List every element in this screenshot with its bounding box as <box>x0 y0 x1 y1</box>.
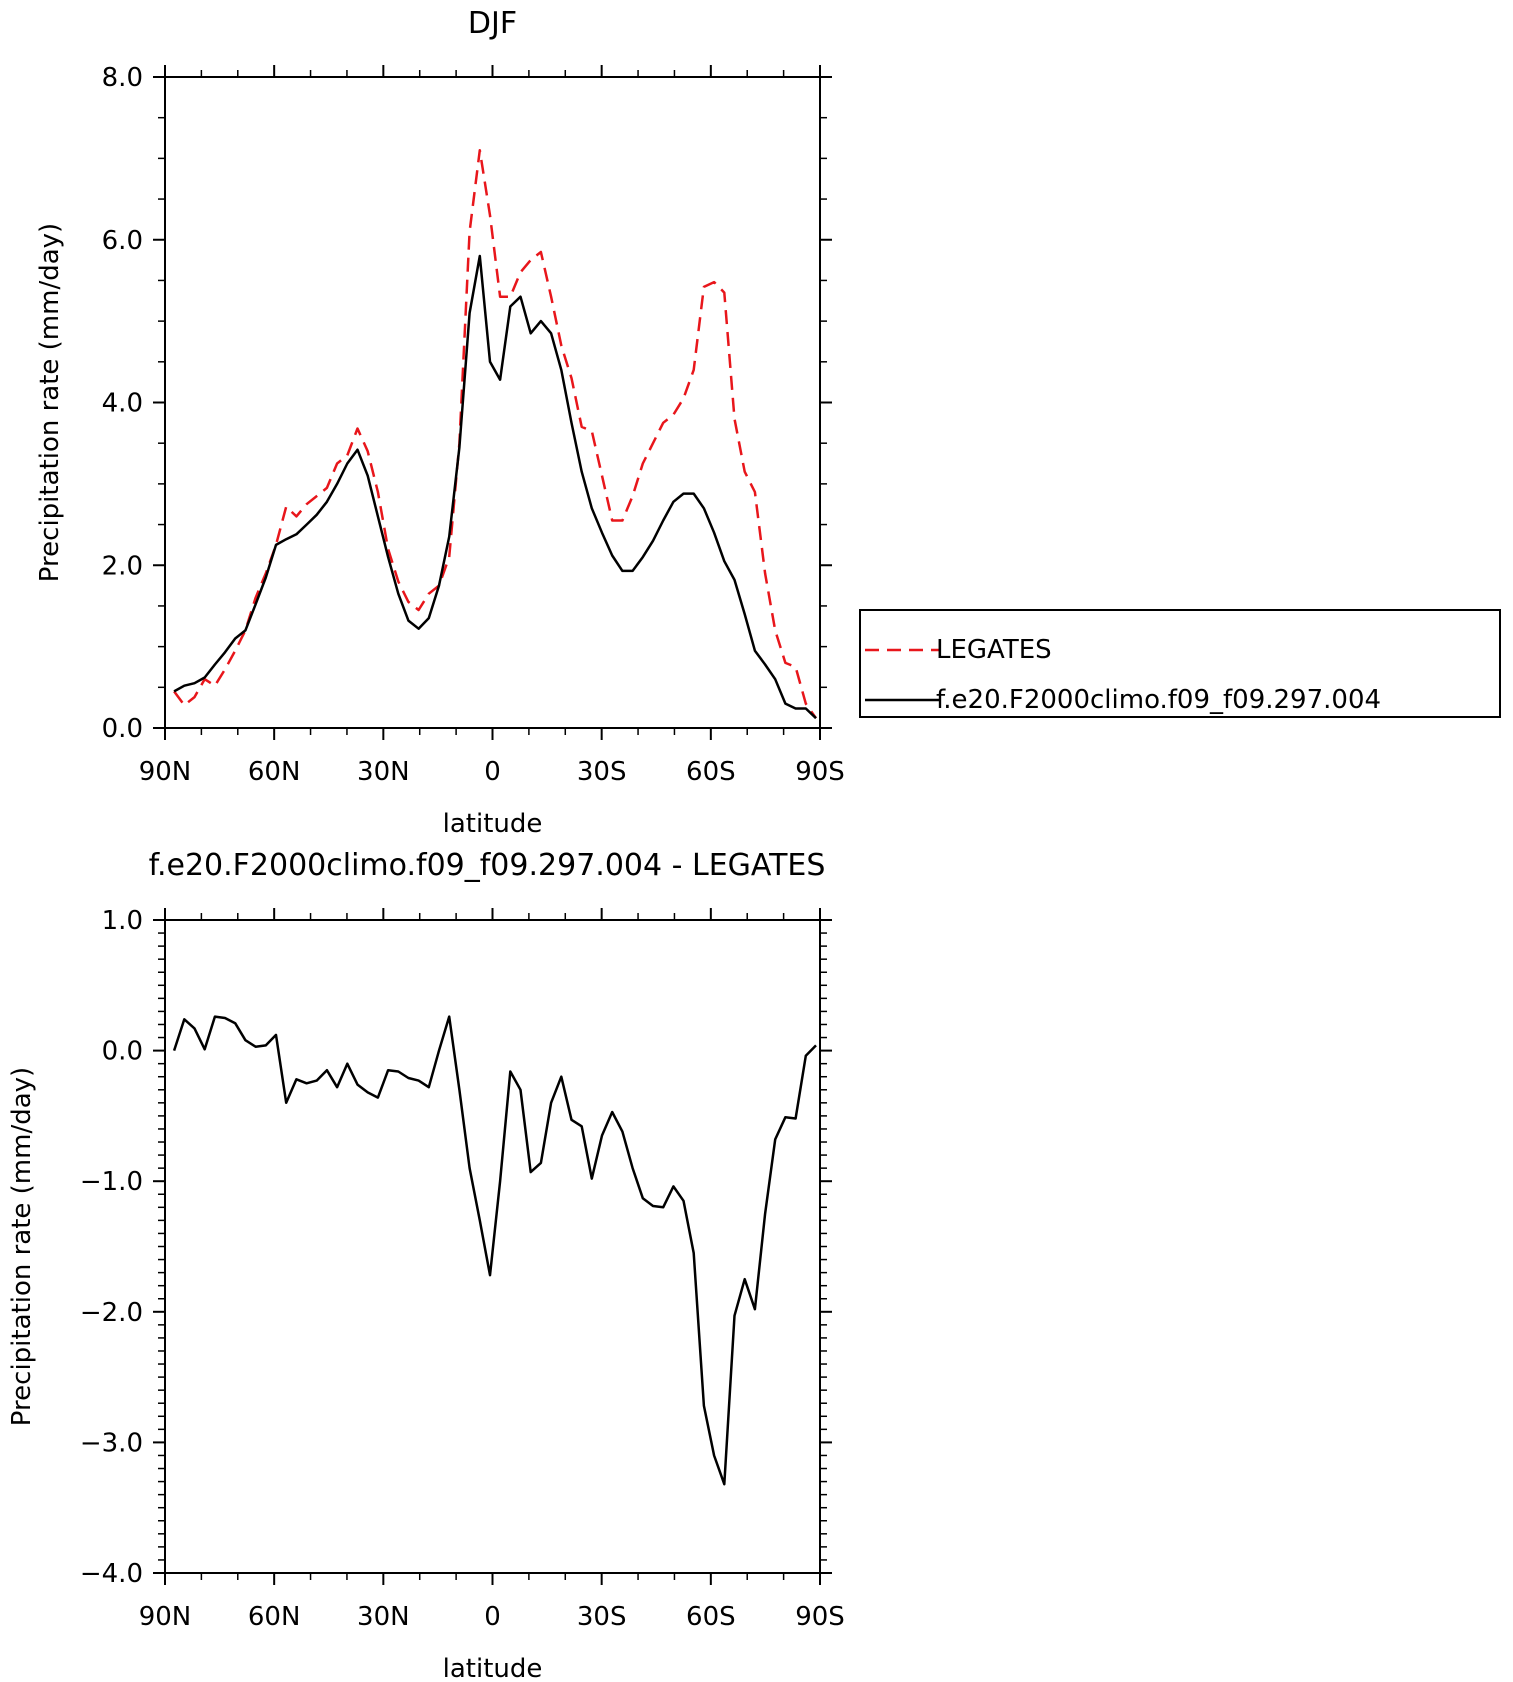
y-tick-label: 6.0 <box>102 226 143 256</box>
x-tick-label: 90N <box>139 757 192 787</box>
y-tick-label: −4.0 <box>80 1559 143 1589</box>
x-tick-label: 30S <box>577 757 627 787</box>
y-tick-label: 1.0 <box>102 906 143 936</box>
x-tick-label: 60S <box>686 757 736 787</box>
bottom-panel-difference: f.e20.F2000climo.f09_f09.297.004 - LEGAT… <box>7 848 845 1682</box>
y-axis-label: Precipitation rate (mm/day) <box>7 1067 37 1426</box>
y-axis-label: Precipitation rate (mm/day) <box>35 223 65 582</box>
y-tick-label: 2.0 <box>102 551 143 581</box>
plot-frame <box>164 76 821 729</box>
x-axis-label: latitude <box>443 1654 543 1682</box>
x-tick-label: 30N <box>357 757 410 787</box>
series-line-1 <box>173 254 817 720</box>
x-tick-label: 30N <box>357 1602 410 1632</box>
y-tick-label: 0.0 <box>102 1037 143 1067</box>
legend-box <box>859 609 1501 718</box>
x-tick-label: 90S <box>795 757 845 787</box>
y-tick-label: 0.0 <box>102 714 143 744</box>
chart-title: f.e20.F2000climo.f09_f09.297.004 - LEGAT… <box>149 848 826 883</box>
x-tick-label: 90S <box>795 1602 845 1632</box>
chart-title: DJF <box>468 6 517 41</box>
x-tick-label: 60N <box>248 757 301 787</box>
y-tick-label: 8.0 <box>102 63 143 93</box>
series-line-0 <box>172 1015 817 1486</box>
y-tick-label: −2.0 <box>80 1298 143 1328</box>
y-tick-label: −3.0 <box>80 1428 143 1458</box>
y-tick-label: −1.0 <box>80 1167 143 1197</box>
x-tick-label: 0 <box>484 1602 501 1632</box>
top-panel-djf: DJF 90N 60N 30N 0 30S 60S 90S 0.0 2.0 4.0 6.0 8.0 lat… <box>35 6 1501 839</box>
x-tick-label: 60N <box>248 1602 301 1632</box>
x-tick-label: 30S <box>577 1602 627 1632</box>
y-tick-label: 4.0 <box>102 389 143 419</box>
legend-entry-0: LEGATES <box>936 635 1052 665</box>
legend-entry-1: f.e20.F2000climo.f09_f09.297.004 <box>936 685 1381 715</box>
x-tick-label: 60S <box>686 1602 736 1632</box>
series-line-0 <box>173 148 818 719</box>
x-tick-label: 90N <box>139 1602 192 1632</box>
x-axis-label: latitude <box>443 809 543 839</box>
x-tick-label: 0 <box>484 757 501 787</box>
